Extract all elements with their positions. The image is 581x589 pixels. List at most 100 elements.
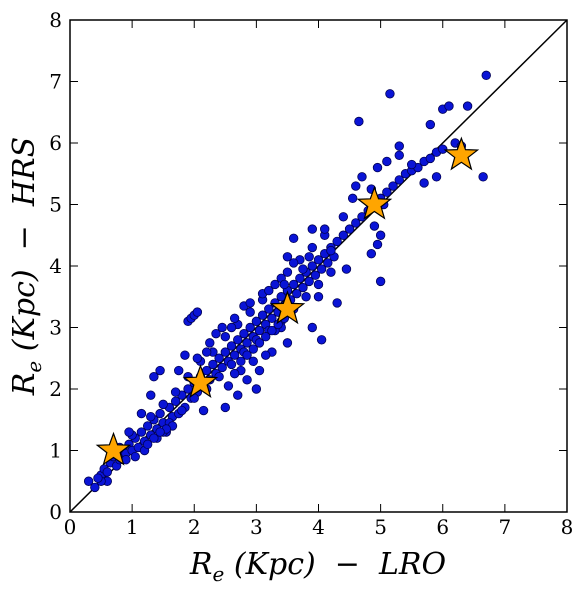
data-point: [214, 372, 224, 382]
x-axis-label-main: R: [189, 547, 213, 582]
data-point: [295, 273, 305, 284]
data-point: [205, 338, 215, 348]
data-point: [307, 322, 317, 333]
data-point: [180, 350, 190, 360]
data-point: [351, 181, 361, 191]
data-point: [372, 162, 383, 173]
y-tick-label: 4: [49, 254, 62, 278]
data-point: [375, 230, 386, 240]
data-point: [351, 218, 361, 228]
data-point: [208, 359, 218, 370]
data-point: [382, 156, 392, 167]
x-tick-label: 0: [64, 515, 77, 539]
data-point: [245, 322, 255, 333]
x-tick-label: 8: [561, 515, 574, 539]
data-point: [394, 150, 404, 161]
y-tick-label: 2: [49, 377, 62, 401]
data-point: [375, 276, 386, 287]
data-point: [149, 372, 159, 382]
data-point: [338, 230, 349, 240]
data-point: [298, 264, 308, 274]
data-point: [316, 335, 327, 345]
x-tick-label: 4: [312, 515, 325, 539]
star-point: [95, 431, 132, 466]
data-point: [233, 335, 243, 345]
data-point: [338, 212, 349, 222]
data-point: [146, 390, 156, 400]
data-point: [229, 313, 240, 323]
data-point: [124, 427, 134, 437]
data-point: [192, 307, 203, 317]
axis-ticks: 0 1 2 3 4 5 6 7 8 0 1 2 3 4 5 6 7 8: [49, 8, 573, 539]
data-point: [388, 181, 398, 191]
data-point: [344, 224, 355, 234]
data-point: [170, 387, 181, 397]
data-point: [229, 350, 240, 360]
data-point: [438, 144, 448, 154]
data-point: [394, 175, 404, 185]
data-point: [226, 341, 237, 351]
data-point: [341, 264, 352, 274]
data-point: [301, 292, 311, 302]
data-point: [310, 270, 321, 280]
data-point: [198, 405, 209, 416]
x-axis-label: Re (Kpc) − LRO: [189, 547, 446, 586]
star-point: [182, 364, 219, 399]
x-tick-label: 1: [126, 515, 139, 539]
data-point: [211, 328, 221, 339]
data-point: [270, 279, 280, 290]
data-point: [316, 264, 327, 274]
data-point: [236, 356, 246, 367]
y-axis-label-rest: (Kpc) − HRS: [7, 137, 42, 361]
data-point: [217, 322, 227, 333]
data-point: [320, 224, 330, 234]
data-point: [307, 261, 317, 271]
data-point: [307, 224, 317, 234]
data-point: [254, 338, 265, 348]
data-point: [431, 172, 442, 182]
y-tick-label: 8: [49, 8, 62, 32]
data-point: [220, 402, 231, 413]
data-point: [245, 307, 255, 317]
data-point: [254, 365, 265, 376]
x-tick-label: 5: [374, 515, 387, 539]
data-point: [242, 375, 252, 385]
data-point: [90, 482, 100, 493]
data-point: [93, 473, 103, 483]
data-point: [248, 356, 258, 367]
data-point: [264, 304, 274, 314]
data-point: [394, 141, 404, 151]
data-point: [223, 381, 234, 391]
x-tick-label: 6: [436, 515, 449, 539]
x-axis-label-sub: e: [213, 562, 225, 586]
data-point: [260, 332, 271, 342]
data-point: [326, 267, 336, 277]
data-point: [226, 322, 237, 333]
data-point: [323, 258, 333, 268]
data-point: [332, 298, 342, 308]
data-point: [136, 408, 147, 419]
data-point: [288, 258, 299, 268]
data-point: [264, 285, 274, 296]
x-axis-label-rest: (Kpc) − LRO: [224, 547, 446, 582]
y-tick-label: 6: [49, 131, 62, 155]
data-point: [155, 427, 165, 437]
data-point: [242, 350, 252, 360]
data-point: [170, 396, 181, 407]
data-point: [220, 332, 231, 342]
x-tick-label: 7: [499, 515, 512, 539]
data-point: [347, 193, 358, 204]
y-tick-label: 3: [49, 316, 62, 340]
data-point: [149, 433, 159, 443]
data-point: [158, 399, 168, 410]
data-point: [229, 368, 240, 379]
star-point: [356, 185, 393, 220]
data-point: [354, 116, 364, 127]
data-point: [282, 267, 293, 277]
y-tick-label: 0: [49, 500, 62, 524]
data-point: [254, 325, 265, 336]
data-point: [282, 252, 293, 262]
data-point: [298, 282, 308, 293]
data-point: [174, 365, 184, 376]
